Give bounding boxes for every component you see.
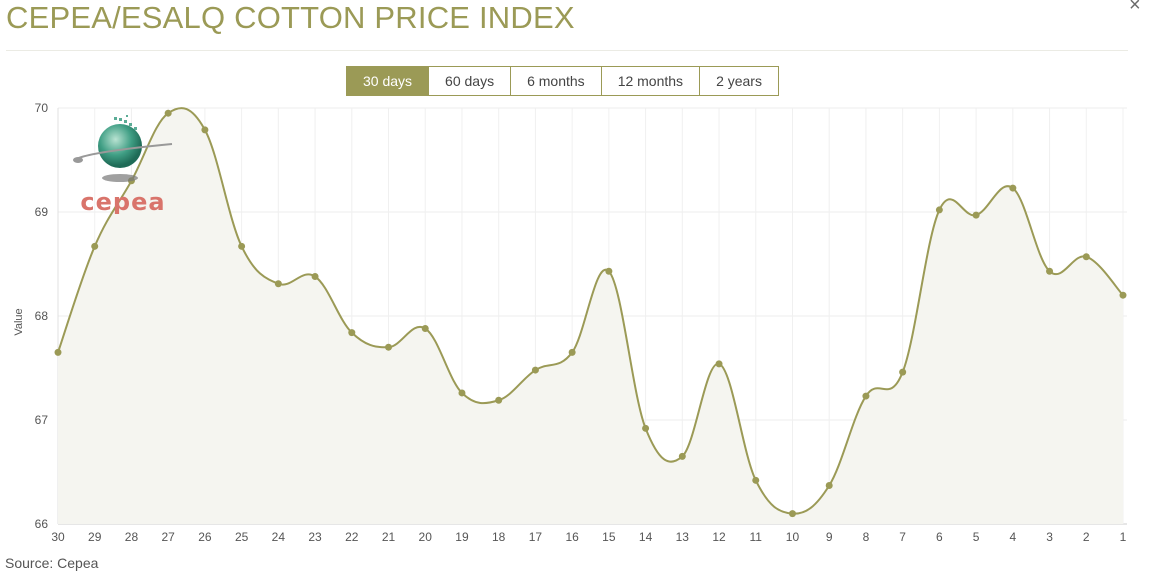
close-icon[interactable]: × xyxy=(1129,0,1141,16)
data-point[interactable] xyxy=(715,360,723,368)
data-point[interactable] xyxy=(1046,267,1054,275)
data-point[interactable] xyxy=(899,368,907,376)
data-point[interactable] xyxy=(568,348,576,356)
x-tick-label: 22 xyxy=(345,530,359,544)
tab-2-years[interactable]: 2 years xyxy=(699,67,778,95)
x-tick-label: 3 xyxy=(1046,530,1053,544)
x-tick-label: 19 xyxy=(455,530,469,544)
data-point[interactable] xyxy=(788,510,796,518)
data-point[interactable] xyxy=(385,343,393,351)
y-tick-label: 70 xyxy=(35,101,49,115)
data-point[interactable] xyxy=(495,396,503,404)
x-tick-label: 6 xyxy=(936,530,943,544)
x-tick-label: 9 xyxy=(826,530,833,544)
data-point[interactable] xyxy=(91,242,99,250)
y-tick-label: 68 xyxy=(35,309,49,323)
x-tick-label: 4 xyxy=(1009,530,1016,544)
data-point[interactable] xyxy=(458,389,466,397)
x-tick-label: 30 xyxy=(51,530,65,544)
data-point[interactable] xyxy=(54,348,62,356)
data-point[interactable] xyxy=(164,109,172,117)
x-tick-label: 27 xyxy=(161,530,175,544)
x-axis-ticks: 30 29 28 27 26 25 24 23 22 21 20 19 18 17 16 15 14 13 12 11… xyxy=(51,530,1126,544)
x-tick-label: 25 xyxy=(235,530,249,544)
data-point[interactable] xyxy=(531,366,539,374)
x-tick-label: 23 xyxy=(308,530,322,544)
x-tick-label: 17 xyxy=(529,530,543,544)
y-axis-ticks: 66 67 68 69 70 xyxy=(35,101,49,531)
x-tick-label: 26 xyxy=(198,530,212,544)
x-tick-label: 12 xyxy=(712,530,726,544)
x-tick-label: 28 xyxy=(125,530,139,544)
logo-wordmark: cepea xyxy=(80,188,165,214)
data-point[interactable] xyxy=(1009,184,1017,192)
x-tick-label: 2 xyxy=(1083,530,1090,544)
x-tick-label: 18 xyxy=(492,530,506,544)
tab-12-months[interactable]: 12 months xyxy=(600,67,700,95)
data-point[interactable] xyxy=(862,392,870,400)
x-tick-label: 5 xyxy=(973,530,980,544)
title-divider xyxy=(6,50,1128,51)
y-tick-label: 69 xyxy=(35,205,49,219)
tab-60-days[interactable]: 60 days xyxy=(428,67,511,95)
x-tick-label: 13 xyxy=(676,530,690,544)
x-tick-label: 10 xyxy=(786,530,800,544)
source-note: Source: Cepea xyxy=(5,555,99,571)
area-fill xyxy=(58,108,1123,524)
x-tick-label: 11 xyxy=(750,530,763,544)
x-tick-label: 15 xyxy=(602,530,616,544)
x-tick-label: 29 xyxy=(88,530,102,544)
data-point[interactable] xyxy=(201,126,209,134)
x-tick-label: 14 xyxy=(639,530,653,544)
y-tick-label: 67 xyxy=(35,413,49,427)
data-point[interactable] xyxy=(311,272,319,280)
x-tick-label: 20 xyxy=(419,530,433,544)
x-tick-label: 7 xyxy=(899,530,906,544)
data-point[interactable] xyxy=(972,211,980,219)
y-tick-label: 66 xyxy=(35,517,49,531)
data-point[interactable] xyxy=(274,280,282,288)
x-tick-label: 24 xyxy=(272,530,286,544)
page-title: CEPEA/ESALQ COTTON PRICE INDEX xyxy=(6,0,575,35)
data-point[interactable] xyxy=(238,242,246,250)
data-point[interactable] xyxy=(752,476,760,484)
y-axis-label: Value xyxy=(13,308,25,335)
x-tick-label: 16 xyxy=(565,530,579,544)
x-tick-label: 21 xyxy=(382,530,396,544)
period-tabs: 30 days 60 days 6 months 12 months 2 yea… xyxy=(346,66,779,96)
data-point[interactable] xyxy=(1119,291,1127,299)
data-point[interactable] xyxy=(935,206,943,214)
tab-6-months[interactable]: 6 months xyxy=(510,67,601,95)
cepea-logo: cepea xyxy=(73,115,173,214)
tab-30-days[interactable]: 30 days xyxy=(347,67,429,95)
data-point[interactable] xyxy=(605,267,613,275)
data-point[interactable] xyxy=(348,329,356,337)
data-point[interactable] xyxy=(421,324,429,332)
data-point[interactable] xyxy=(642,424,650,432)
data-point[interactable] xyxy=(678,452,686,460)
x-tick-label: 1 xyxy=(1120,530,1127,544)
data-point[interactable] xyxy=(825,482,833,490)
data-point[interactable] xyxy=(1082,253,1090,261)
x-tick-label: 8 xyxy=(863,530,870,544)
